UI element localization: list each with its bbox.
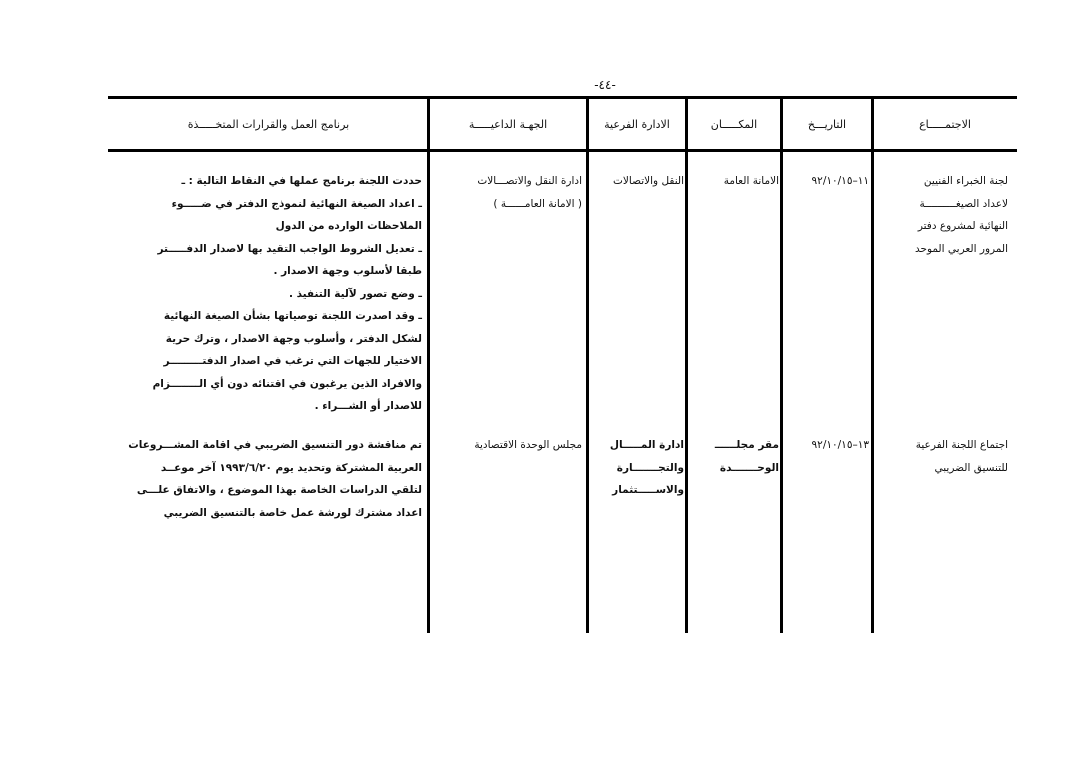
text-line: ـ تعديل الشروط الواجب التقيد بها لاصدار …: [157, 242, 423, 255]
row2-place: مقر مجلــــــ الوحـــــــدة: [689, 434, 779, 479]
text-line: ١١–٩٢/١٠/١٥: [811, 175, 869, 187]
row2-inviting-party: مجلس الوحدة الاقتصادية: [432, 434, 582, 457]
text-line: ادارة المـــــال: [609, 439, 684, 451]
header-bottom-rule: [108, 149, 1017, 152]
text-line: العربية المشتركة وتحديد يوم ١٩٩٣/٦/٢٠ آخ…: [160, 461, 422, 474]
row2-date: ١٣–٩٢/١٠/١٥: [785, 434, 869, 457]
text-line: الوحـــــــدة: [719, 461, 779, 474]
text-line: لجنة الخبراء الفنيين: [923, 175, 1008, 187]
text-line: ادارة النقل والاتصـــالات: [477, 175, 582, 187]
header-place: المكـــــان: [710, 118, 758, 131]
row1-sub-department: النقل والاتصالات: [589, 170, 684, 193]
row1-program: حددت اللجنة برنامج عملها في النقاط التال…: [110, 170, 422, 418]
text-line: تم مناقشة دور التنسيق الضريبي في اقامة ا…: [128, 439, 422, 451]
text-line: المرور العربي الموحد: [914, 242, 1008, 255]
text-line: والاســـــتثمار: [612, 484, 684, 496]
header-program: برنامج العمل والقرارات المتخـــــذة: [187, 118, 350, 131]
page-number: -٤٤-: [594, 78, 616, 92]
column-divider: [871, 98, 874, 633]
text-line: مقر مجلــــــ: [714, 439, 779, 451]
row2-program: تم مناقشة دور التنسيق الضريبي في اقامة ا…: [110, 434, 422, 524]
text-line: مجلس الوحدة الاقتصادية: [474, 439, 582, 451]
text-line: طبقا لأسلوب وجهة الاصدار .: [273, 265, 422, 277]
text-line: ١٣–٩٢/١٠/١٥: [811, 439, 869, 451]
text-line: ـ وقد اصدرت اللجنة توصياتها بشأن الصيغة …: [163, 310, 422, 322]
text-line: ـ وضع تصور لآلية التنفيذ .: [288, 287, 422, 300]
row1-meeting: لجنة الخبراء الفنيين لاعداد الصيغـــــــ…: [878, 170, 1008, 260]
row1-inviting-party: ادارة النقل والاتصـــالات ( الامانة العا…: [432, 170, 582, 215]
table-top-rule: [108, 96, 1017, 99]
column-divider: [780, 98, 783, 633]
row1-date: ١١–٩٢/١٠/١٥: [785, 170, 869, 193]
text-line: والتجـــــــارة: [616, 461, 684, 474]
text-line: حددت اللجنة برنامج عملها في النقاط التال…: [181, 175, 422, 187]
text-line: لشكل الدفتر ، وأسلوب وجهة الاصدار ، وترك…: [165, 332, 422, 345]
text-line: للاصدار أو الشـــراء .: [314, 400, 422, 412]
text-line: ( الامانة العامــــــة ): [493, 197, 582, 210]
text-line: والافراد الذين يرغبون في اقتنائه دون أي …: [152, 377, 422, 390]
text-line: للتنسيق الضريبي: [934, 461, 1009, 474]
row1-place: الامانة العامة: [689, 170, 779, 193]
header-date: التاريـــخ: [807, 118, 847, 131]
header-meeting: الاجتمـــــاع: [919, 118, 971, 131]
text-line: النقل والاتصالات: [613, 175, 684, 187]
text-line: الامانة العامة: [723, 175, 779, 187]
row2-sub-department: ادارة المـــــال والتجـــــــارة والاســ…: [589, 434, 684, 502]
text-line: لتلقي الدراسات الخاصة بهذا الموضوع ، وال…: [136, 484, 422, 496]
column-divider: [586, 98, 589, 633]
text-line: اعداد مشترك لورشة عمل خاصة بالتنسيق الضر…: [163, 506, 422, 519]
column-divider: [685, 98, 688, 633]
text-line: النهائية لمشروع دفتر: [917, 220, 1008, 232]
text-line: اجتماع اللجنة الفرعية: [915, 439, 1008, 451]
column-divider: [427, 98, 430, 633]
text-line: ـ اعداد الصيغة النهائية لنموذج الدفتر في…: [171, 197, 422, 210]
text-line: لاعداد الصيغــــــــــة: [919, 197, 1008, 210]
header-sub-department: الادارة الفرعية: [604, 118, 670, 131]
header-inviting-party: الجهـة الداعيـــــة: [468, 118, 548, 131]
text-line: الاختيار للجهات التي ترغب في اصدار الدفت…: [163, 355, 422, 367]
row2-meeting: اجتماع اللجنة الفرعية للتنسيق الضريبي: [875, 434, 1008, 479]
text-line: الملاحظات الوارده من الدول: [275, 220, 422, 232]
